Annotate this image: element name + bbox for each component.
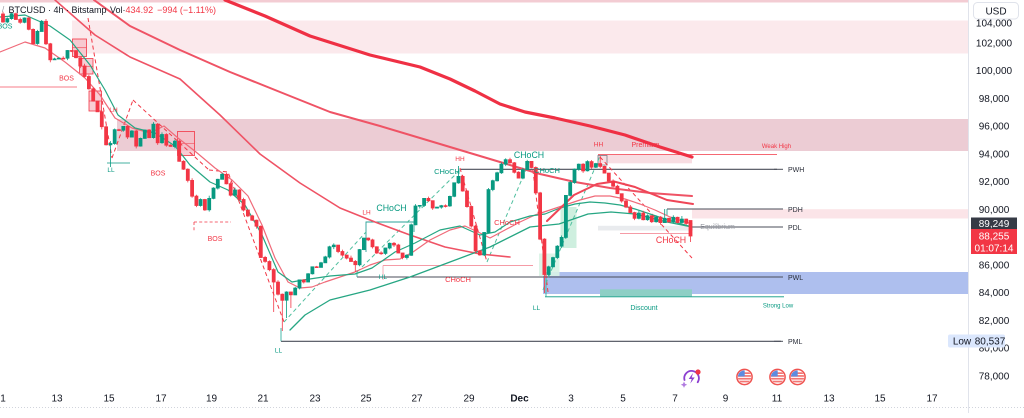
svg-text:LL: LL (275, 347, 283, 354)
svg-text:/: / (2, 5, 5, 14)
svg-text:78,000: 78,000 (979, 371, 1010, 382)
svg-text:Premium: Premium (631, 142, 659, 149)
svg-text:USD: USD (985, 7, 1006, 18)
svg-text:29: 29 (463, 394, 475, 405)
svg-text:98,000: 98,000 (979, 94, 1010, 105)
svg-text:PDH: PDH (788, 207, 803, 214)
svg-text:Strong Low: Strong Low (763, 304, 794, 310)
svg-text:HL: HL (379, 274, 388, 281)
svg-text:94,000: 94,000 (979, 149, 1010, 160)
svg-text:CHoCH: CHoCH (445, 275, 471, 284)
svg-text:PWH: PWH (788, 167, 804, 174)
svg-text:BOS: BOS (0, 24, 13, 31)
svg-text:19: 19 (206, 394, 218, 405)
svg-text:15: 15 (103, 394, 115, 405)
svg-text:5: 5 (620, 394, 626, 405)
svg-text:Equilibrium: Equilibrium (700, 224, 735, 231)
svg-text:13: 13 (823, 394, 835, 405)
svg-text:CHoCH: CHoCH (656, 235, 686, 245)
svg-text:102,000: 102,000 (976, 38, 1013, 49)
svg-text:82,000: 82,000 (979, 316, 1010, 327)
svg-text:89,249: 89,249 (979, 219, 1010, 230)
svg-text:BOS: BOS (151, 171, 166, 178)
svg-text:17: 17 (926, 394, 938, 405)
svg-text:9: 9 (723, 394, 729, 405)
svg-text:27: 27 (411, 394, 423, 405)
svg-text:21: 21 (257, 394, 269, 405)
svg-text:104,000: 104,000 (976, 19, 1013, 30)
svg-text:LH: LH (109, 107, 118, 114)
svg-text:01:07:14: 01:07:14 (975, 243, 1014, 254)
svg-text:96,000: 96,000 (979, 122, 1010, 133)
svg-text:88,255: 88,255 (979, 232, 1010, 243)
svg-text:CHoCH: CHoCH (376, 203, 406, 213)
svg-text:Low: Low (953, 336, 972, 347)
svg-text:15: 15 (874, 394, 886, 405)
svg-text:80,537: 80,537 (975, 336, 1006, 347)
svg-text:17: 17 (155, 394, 167, 405)
svg-text:3: 3 (568, 394, 574, 405)
svg-text:LL: LL (533, 305, 541, 312)
svg-text:HH: HH (455, 156, 465, 163)
svg-text:PDL: PDL (788, 225, 802, 232)
svg-text:LH: LH (362, 210, 371, 217)
svg-text:BOS: BOS (59, 76, 74, 83)
svg-text:CHoCH: CHoCH (514, 150, 544, 160)
svg-text:84,000: 84,000 (979, 288, 1010, 299)
svg-text:7: 7 (672, 394, 678, 405)
svg-text:CHoCH: CHoCH (434, 167, 460, 176)
svg-text:Dec: Dec (510, 394, 529, 405)
svg-text:25: 25 (360, 394, 372, 405)
svg-text:11: 11 (772, 394, 783, 405)
svg-text:PML: PML (788, 339, 803, 346)
svg-text:90,000: 90,000 (979, 205, 1010, 216)
svg-text:HH: HH (594, 142, 604, 149)
svg-text:Weak High: Weak High (762, 144, 791, 150)
svg-text:CHoCH: CHoCH (494, 218, 520, 227)
svg-text:13: 13 (51, 394, 63, 405)
svg-text:100,000: 100,000 (976, 66, 1013, 77)
svg-text:BOS: BOS (208, 236, 223, 243)
svg-text:Discount: Discount (630, 305, 657, 312)
svg-text:86,000: 86,000 (979, 260, 1010, 271)
svg-text:92,000: 92,000 (979, 177, 1010, 188)
svg-text:BTCUSD · 4h · Bitstamp Vol·434: BTCUSD · 4h · Bitstamp Vol·434.92 −994 (−… (9, 5, 216, 15)
svg-text:CHoCH: CHoCH (534, 166, 560, 175)
svg-text:1: 1 (0, 394, 6, 405)
svg-text:80,000: 80,000 (979, 344, 1010, 355)
svg-text:23: 23 (309, 394, 321, 405)
svg-text:PWL: PWL (788, 275, 803, 282)
svg-text:LL: LL (107, 167, 115, 174)
